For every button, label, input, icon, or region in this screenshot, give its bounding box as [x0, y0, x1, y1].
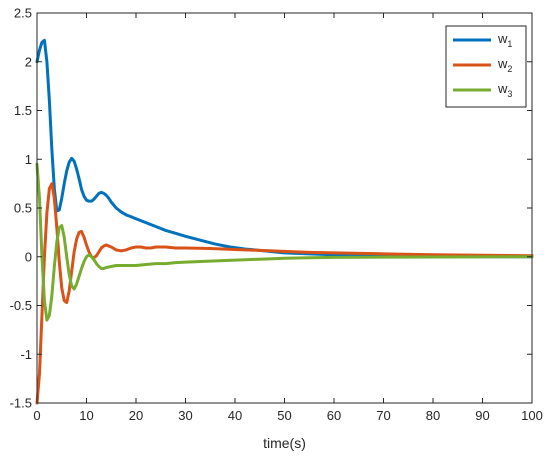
x-tick-label: 50 [277, 408, 291, 423]
y-tick-label: 2.5 [14, 6, 32, 21]
x-tick-label: 30 [178, 408, 192, 423]
y-tick-label: 1 [25, 152, 32, 167]
x-axis-ticks: 0 10 20 30 40 50 60 70 80 90 100 [33, 13, 543, 423]
x-tick-label: 100 [521, 408, 543, 423]
legend: w1 w2 w3 [445, 25, 527, 108]
x-axis-label: time(s) [263, 435, 306, 451]
x-tick-label: 40 [228, 408, 242, 423]
x-tick-label: 0 [33, 408, 40, 423]
y-tick-label: -1 [20, 347, 32, 362]
y-tick-label: 1.5 [14, 103, 32, 118]
plot-lines [35, 38, 534, 405]
legend-label-w1: w1 [497, 31, 512, 49]
series-line-w3 [35, 162, 534, 322]
y-tick-label: 0.5 [14, 201, 32, 216]
x-tick-label: 70 [376, 408, 390, 423]
legend-label-w3: w3 [497, 81, 512, 99]
y-tick-label: 0 [25, 249, 32, 264]
x-tick-label: 90 [475, 408, 489, 423]
legend-label-w2: w2 [497, 56, 512, 74]
y-tick-label: 2 [25, 54, 32, 69]
y-tick-label: -1.5 [10, 396, 32, 411]
x-tick-label: 60 [327, 408, 341, 423]
y-axis-ticks: -1.5 -1 -0.5 0 0.5 1 1.5 2 2.5 [10, 6, 532, 411]
y-tick-label: -0.5 [10, 298, 32, 313]
x-tick-label: 10 [79, 408, 93, 423]
x-tick-label: 80 [426, 408, 440, 423]
x-tick-label: 20 [129, 408, 143, 423]
